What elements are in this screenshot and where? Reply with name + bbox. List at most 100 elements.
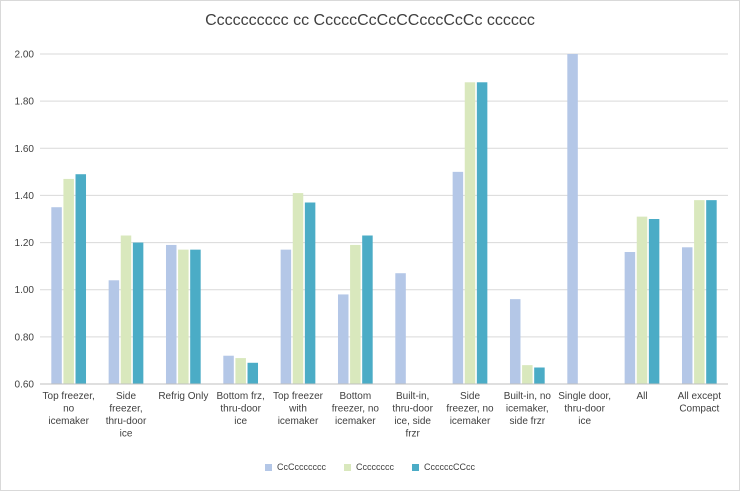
bar-Cccccccc-1 [120, 235, 132, 384]
legend-swatch [265, 463, 272, 471]
x-tick-label-line: Compact [679, 404, 719, 415]
y-tick-label: 1.20 [15, 238, 35, 249]
x-tick-label-line: ice [578, 416, 591, 427]
y-tick-label: 0.60 [15, 380, 35, 391]
x-tick-label: Side freezer, thru-door ice [106, 391, 147, 440]
legend-label: CcccccCCcc [424, 462, 475, 472]
legend-label: CcCccccccc [277, 462, 326, 472]
bar-CcccccCCcc-0 [75, 174, 87, 384]
x-tick-label-line: thru-door [106, 416, 147, 427]
gridlines [40, 53, 728, 385]
x-tick-label-line: with [288, 404, 307, 415]
x-tick-label-line: freezer, no [446, 404, 494, 415]
y-tick-label: 1.00 [15, 285, 35, 296]
bar-CcccccCCcc-11 [706, 200, 717, 384]
x-tick-label-line: icemaker [450, 416, 491, 427]
x-tick-label-line: ice [234, 416, 247, 427]
bar-CcCccccccc-8 [509, 299, 521, 384]
x-tick-label: Bottom freezer, no icemaker [332, 391, 380, 427]
x-tick-label-line: Bottom [339, 391, 371, 402]
x-tick-label-line: Side [460, 391, 480, 402]
bar-CcCccccccc-7 [452, 171, 464, 384]
x-tick-label-line: Top freezer, [43, 391, 95, 402]
x-tick-label-line: All [636, 391, 647, 402]
legend-item: CcccccCCcc [412, 462, 475, 472]
x-tick-label-line: thru-door [220, 404, 261, 415]
bar-Cccccccc-11 [694, 200, 705, 384]
bar-CcccccCCcc-7 [476, 82, 488, 385]
bar-CcccccCCcc-5 [362, 235, 373, 384]
x-tick-label: Bottom frz, thru-door ice [216, 391, 264, 427]
bars [51, 54, 717, 385]
bar-Cccccccc-4 [292, 193, 304, 384]
bar-CcccccCCcc-3 [247, 362, 259, 384]
y-tick-label: 2.00 [15, 50, 35, 61]
bar-CcccccCCcc-1 [132, 242, 144, 384]
x-tick-label-line: Top freezer [273, 391, 324, 402]
y-tick-label: 1.80 [15, 97, 35, 108]
x-tick-label-line: freezer, [109, 404, 142, 415]
bar-Cccccccc-0 [63, 178, 74, 384]
x-tick-label-line: Refrig Only [158, 391, 208, 402]
x-tick-label-line: side frzr [510, 416, 546, 427]
y-tick-label: 1.40 [15, 191, 35, 202]
x-tick-label: Built-in, thru-door ice, side frzr [392, 391, 433, 440]
y-tick-label: 1.60 [15, 144, 35, 155]
x-tick-label-line: Built-in, no [504, 391, 552, 402]
legend-swatch [412, 463, 419, 471]
legend-item: CcCccccccc [265, 462, 326, 472]
x-tick-label-line: thru-door [392, 404, 433, 415]
bar-CcCccccccc-0 [51, 207, 62, 384]
x-tick-label-line: Built-in, [396, 391, 429, 402]
bar-CcCccccccc-10 [624, 252, 636, 384]
x-tick-label-line: Bottom frz, [216, 391, 264, 402]
bar-CcCccccccc-3 [223, 355, 234, 384]
bar-Cccccccc-2 [178, 249, 189, 384]
x-tick-label-line: ice [120, 429, 133, 440]
legend-item: Cccccccc [344, 462, 394, 472]
y-tick-label: 0.80 [15, 332, 35, 343]
x-tick-label-line: icemaker [278, 416, 319, 427]
x-tick-label-line: Single door, [558, 391, 611, 402]
x-tick-label-line: icemaker [48, 416, 89, 427]
x-tick-label: Built-in, no icemaker, side frzr [504, 391, 552, 427]
x-tick-label-line: freezer, no [332, 404, 380, 415]
legend-label: Cccccccc [356, 462, 394, 472]
bar-CcccccCCcc-4 [304, 202, 316, 384]
chart-title: Cccccccccc cc CccccCcCcCCcccCcCc cccccc [205, 12, 535, 29]
legend: CcCccccccc Cccccccc CcccccCCcc [0, 462, 740, 472]
x-tick-label: Top freezer with icemaker [273, 391, 324, 427]
bar-CcCccccccc-5 [337, 294, 349, 384]
x-tick-label-line: Side [116, 391, 136, 402]
x-tick-label-line: thru-door [564, 404, 605, 415]
bar-CcccccCCcc-10 [648, 219, 660, 384]
x-tick-label-line: ice, side [394, 416, 431, 427]
x-tick-label-line: All except [678, 391, 722, 402]
bar-CcCccccccc-4 [280, 249, 292, 384]
legend-swatch [344, 463, 351, 471]
bar-Cccccccc-7 [464, 82, 476, 385]
bar-CcccccCCcc-2 [190, 249, 201, 384]
bar-CcccccCCcc-8 [534, 367, 545, 384]
x-tick-label-line: icemaker [335, 416, 376, 427]
x-tick-label: Single door, thru-door ice [558, 391, 611, 427]
x-tick-label-line: frzr [405, 429, 420, 440]
x-tick-label: All [636, 391, 647, 402]
bar-Cccccccc-3 [235, 358, 246, 384]
bar-Cccccccc-10 [636, 216, 648, 384]
x-tick-label: All except Compact [678, 391, 722, 415]
y-axis: 0.60 0.80 1.00 1.20 1.40 1.60 1.80 2.00 [15, 50, 35, 391]
bar-Cccccccc-5 [350, 244, 361, 384]
x-tick-label-line: no [63, 404, 75, 415]
bar-CcCccccccc-6 [395, 273, 406, 384]
x-tick-label: Top freezer, no icemaker [43, 391, 95, 427]
bar-Cccccccc-8 [522, 365, 533, 384]
x-tick-label: Side freezer, no icemaker [446, 391, 494, 427]
bar-CcCccccccc-11 [681, 247, 693, 384]
bar-CcCccccccc-1 [108, 280, 120, 384]
x-tick-label: Refrig Only [158, 391, 208, 402]
bar-CcCccccccc-9 [567, 54, 578, 384]
x-tick-label-line: icemaker, [506, 404, 549, 415]
